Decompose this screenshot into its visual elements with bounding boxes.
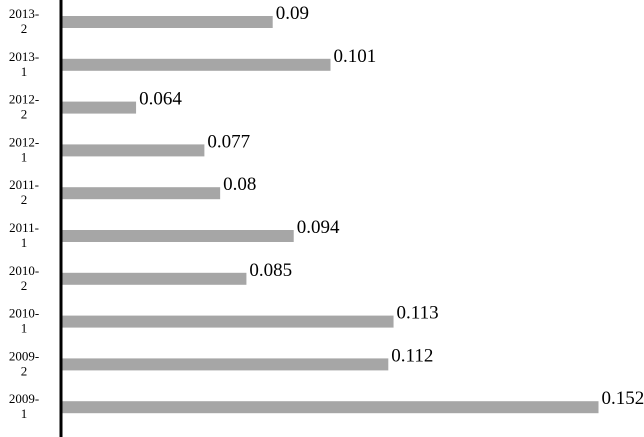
value-label: 0.152 <box>602 388 644 409</box>
value-label: 0.112 <box>391 345 433 366</box>
value-label: 0.08 <box>223 174 256 195</box>
category-label: 2009-1 <box>9 391 39 421</box>
category-label-line: 1 <box>21 64 28 79</box>
value-label: 0.09 <box>276 3 309 24</box>
category-label: 2010-1 <box>9 306 39 336</box>
bar-2009-2 <box>62 358 389 371</box>
category-label-line: 2010- <box>9 263 39 278</box>
bar-2013-1 <box>62 58 331 71</box>
bar-2009-1 <box>62 401 599 414</box>
bar-2011-1 <box>62 230 294 242</box>
bar-2010-2 <box>62 272 247 285</box>
category-label-line: 1 <box>21 406 28 421</box>
category-label-line: 1 <box>21 321 28 336</box>
category-label: 2012-1 <box>9 134 39 164</box>
category-label-line: 1 <box>21 149 28 164</box>
category-label-line: 2 <box>21 107 28 122</box>
category-label: 2009-2 <box>9 348 39 378</box>
category-label: 2010-2 <box>9 263 39 293</box>
category-label-line: 2011- <box>9 177 39 192</box>
value-label: 0.077 <box>207 131 250 152</box>
category-label-line: 2013- <box>9 6 39 21</box>
category-label-line: 2012- <box>9 134 39 149</box>
value-label: 0.113 <box>397 303 439 324</box>
category-label: 2013-1 <box>9 49 39 79</box>
category-label: 2012-2 <box>9 92 39 122</box>
bar-2012-2 <box>62 101 137 114</box>
bar-2012-1 <box>62 144 205 157</box>
bars-group <box>62 16 599 414</box>
value-label: 0.094 <box>297 217 340 238</box>
category-labels-group: 2013-22013-12012-22012-12011-22011-12010… <box>9 6 39 421</box>
category-label-line: 2009- <box>9 391 39 406</box>
category-label-line: 2 <box>21 278 28 293</box>
value-label: 0.064 <box>139 89 182 110</box>
category-label-line: 2 <box>21 192 28 207</box>
category-label: 2011-2 <box>9 177 39 207</box>
category-label-line: 2013- <box>9 49 39 64</box>
bar-2013-2 <box>62 16 273 28</box>
category-label: 2011-1 <box>9 220 39 250</box>
value-labels-group: 0.09 0.101 0.064 0.077 0.08 0.094 0.085 0.113 0.… <box>139 3 644 409</box>
category-label: 2013-2 <box>9 6 39 36</box>
category-label-line: 2009- <box>9 348 39 363</box>
bar-2010-1 <box>62 315 394 328</box>
category-label-line: 2011- <box>9 220 39 235</box>
category-label-line: 1 <box>21 235 28 250</box>
category-label-line: 2010- <box>9 306 39 321</box>
category-label-line: 2 <box>21 21 28 36</box>
value-label: 0.085 <box>249 260 292 281</box>
category-label-line: 2012- <box>9 92 39 107</box>
category-label-line: 2 <box>21 363 28 378</box>
value-label: 0.101 <box>334 46 377 67</box>
bar-2011-2 <box>62 187 221 200</box>
